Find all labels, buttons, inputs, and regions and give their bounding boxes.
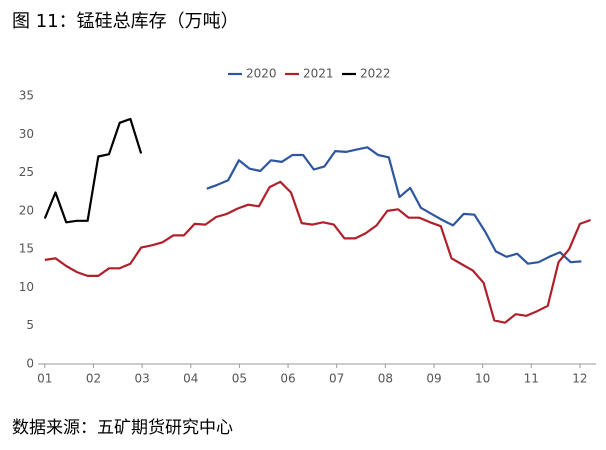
legend-label: 2020 <box>246 67 277 81</box>
legend-label: 2022 <box>360 67 391 81</box>
y-tick-label: 20 <box>19 203 34 217</box>
series-line <box>206 146 582 265</box>
y-tick-label: 15 <box>19 242 34 256</box>
x-tick-label: 03 <box>134 372 149 386</box>
chart-title: 图 11：锰硅总库存（万吨） <box>12 11 239 32</box>
y-tick-label: 30 <box>19 127 34 141</box>
x-tick-label: 06 <box>280 372 295 386</box>
x-tick-label: 09 <box>426 372 441 386</box>
series-line <box>43 117 143 224</box>
y-tick-label: 5 <box>26 318 34 332</box>
x-tick-label: 05 <box>232 372 247 386</box>
series-line <box>44 180 591 324</box>
y-tick-label: 35 <box>19 89 34 103</box>
y-tick-label: 25 <box>19 165 34 179</box>
x-tick-label: 08 <box>378 372 393 386</box>
x-tick-label: 11 <box>524 372 539 386</box>
x-tick-label: 12 <box>572 372 587 386</box>
legend-label: 2021 <box>303 67 334 81</box>
x-tick-label: 02 <box>86 372 101 386</box>
x-tick-label: 04 <box>183 372 198 386</box>
y-tick-label: 0 <box>26 357 34 371</box>
source-note: 数据来源：五矿期货研究中心 <box>12 418 233 438</box>
y-tick-label: 10 <box>19 280 34 294</box>
x-tick-label: 01 <box>37 372 52 386</box>
x-tick-label: 07 <box>329 372 344 386</box>
x-tick-label: 10 <box>475 372 490 386</box>
